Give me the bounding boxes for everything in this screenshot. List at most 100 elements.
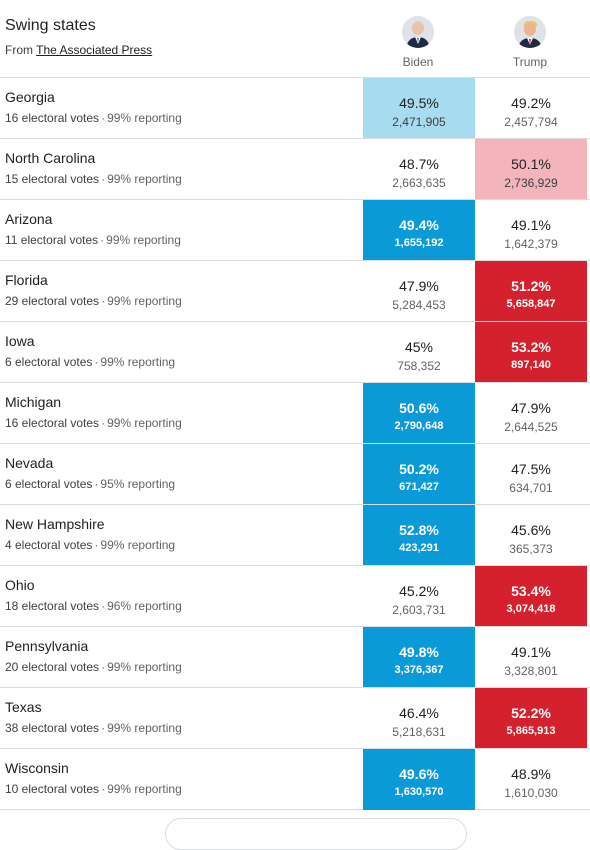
electoral-votes: 20 electoral votes <box>5 660 100 674</box>
biden-percent: 50.2% <box>399 461 439 477</box>
trump-result-cell: 53.4% 3,074,418 <box>475 566 587 627</box>
state-row[interactable]: North Carolina 15 electoral votes · 99% re… <box>0 138 590 200</box>
separator-dot: · <box>101 721 106 735</box>
candidate-biden: Biden <box>358 16 478 69</box>
trump-votes: 2,736,929 <box>504 176 558 190</box>
biden-percent: 52.8% <box>399 522 439 538</box>
reporting-status: 95% reporting <box>100 477 176 491</box>
separator-dot: · <box>101 660 106 674</box>
electoral-votes: 18 electoral votes <box>5 599 100 613</box>
state-row[interactable]: New Hampshire 4 electoral votes · 99% repo… <box>0 504 590 566</box>
biden-percent: 50.6% <box>399 400 439 416</box>
biden-result-cell: 45.2% 2,603,731 <box>363 566 475 627</box>
biden-result-cell: 50.2% 671,427 <box>363 444 475 505</box>
electoral-votes: 38 electoral votes <box>5 721 100 735</box>
state-name: Wisconsin <box>5 760 69 776</box>
state-meta: 6 electoral votes · 95% reporting <box>5 477 175 491</box>
state-meta: 16 electoral votes · 99% reporting <box>5 416 182 430</box>
biden-votes: 2,663,635 <box>392 176 446 190</box>
state-row[interactable]: Wisconsin 10 electoral votes · 99% reporti… <box>0 748 590 810</box>
biden-percent: 49.4% <box>399 217 439 233</box>
biden-result-cell: 50.6% 2,790,648 <box>363 383 475 444</box>
electoral-votes: 16 electoral votes <box>5 111 100 125</box>
biden-result-cell: 48.7% 2,663,635 <box>363 139 475 200</box>
state-name: Texas <box>5 699 42 715</box>
trump-result-cell: 52.2% 5,865,913 <box>475 688 587 749</box>
trump-votes: 3,074,418 <box>506 603 556 615</box>
reporting-status: 99% reporting <box>107 660 182 674</box>
trump-result-cell: 45.6% 365,373 <box>475 505 587 566</box>
more-results-button[interactable] <box>165 818 467 850</box>
biden-percent: 47.9% <box>399 278 439 294</box>
trump-percent: 51.2% <box>511 278 551 294</box>
state-meta: 18 electoral votes · 96% reporting <box>5 599 182 613</box>
biden-result-cell: 47.9% 5,284,453 <box>363 261 475 322</box>
separator-dot: · <box>101 294 106 308</box>
trump-votes: 897,140 <box>511 359 551 371</box>
candidate-trump: Trump <box>470 16 590 69</box>
electoral-votes: 16 electoral votes <box>5 416 100 430</box>
state-name: Nevada <box>5 455 54 471</box>
state-name: Georgia <box>5 89 55 105</box>
state-meta: 11 electoral votes · 99% reporting <box>5 233 181 247</box>
state-row[interactable]: Pennsylvania 20 electoral votes · 99% repo… <box>0 626 590 688</box>
state-row[interactable]: Arizona 11 electoral votes · 99% reporting… <box>0 199 590 261</box>
trump-result-cell: 48.9% 1,610,030 <box>475 749 587 810</box>
trump-percent: 47.9% <box>511 400 551 416</box>
reporting-status: 99% reporting <box>107 111 182 125</box>
state-row[interactable]: Texas 38 electoral votes · 99% reporting 4… <box>0 687 590 749</box>
biden-result-cell: 45% 758,352 <box>363 322 475 383</box>
biden-votes: 1,655,192 <box>394 237 444 249</box>
state-row[interactable]: Georgia 16 electoral votes · 99% reporting… <box>0 77 590 139</box>
trump-votes: 2,644,525 <box>504 420 558 434</box>
biden-label: Biden <box>402 55 434 69</box>
biden-percent: 48.7% <box>399 156 439 172</box>
state-meta: 4 electoral votes · 99% reporting <box>5 538 175 552</box>
reporting-status: 99% reporting <box>107 782 182 796</box>
state-row[interactable]: Nevada 6 electoral votes · 95% reporting 5… <box>0 443 590 505</box>
electoral-votes: 6 electoral votes <box>5 355 93 369</box>
trump-votes: 365,373 <box>509 542 553 556</box>
biden-percent: 49.8% <box>399 644 439 660</box>
state-name: Arizona <box>5 211 53 227</box>
state-name: New Hampshire <box>5 516 105 532</box>
trump-votes: 2,457,794 <box>504 115 558 129</box>
biden-votes: 2,603,731 <box>392 603 446 617</box>
biden-percent: 46.4% <box>399 705 439 721</box>
source-prefix: From <box>5 43 33 57</box>
state-row[interactable]: Ohio 18 electoral votes · 96% reporting 45… <box>0 565 590 627</box>
state-row[interactable]: Michigan 16 electoral votes · 99% reportin… <box>0 382 590 444</box>
state-meta: 10 electoral votes · 99% reporting <box>5 782 182 796</box>
state-results-list: Georgia 16 electoral votes · 99% reporting… <box>0 77 590 810</box>
trump-percent: 53.2% <box>511 339 551 355</box>
separator-dot: · <box>94 477 99 491</box>
trump-percent: 53.4% <box>511 583 551 599</box>
state-name: Florida <box>5 272 48 288</box>
separator-dot: · <box>94 355 99 369</box>
source-link[interactable]: The Associated Press <box>36 43 153 57</box>
state-meta: 29 electoral votes · 99% reporting <box>5 294 182 308</box>
trump-votes: 1,642,379 <box>504 237 558 251</box>
trump-label: Trump <box>512 55 548 69</box>
biden-result-cell: 49.4% 1,655,192 <box>363 200 475 261</box>
trump-percent: 49.2% <box>511 95 551 111</box>
biden-result-cell: 49.5% 2,471,905 <box>363 78 475 139</box>
reporting-status: 99% reporting <box>107 721 182 735</box>
biden-percent: 49.5% <box>399 95 439 111</box>
biden-result-cell: 52.8% 423,291 <box>363 505 475 566</box>
trump-votes: 5,658,847 <box>506 298 556 310</box>
state-row[interactable]: Florida 29 electoral votes · 99% reporting… <box>0 260 590 322</box>
trump-result-cell: 53.2% 897,140 <box>475 322 587 383</box>
electoral-votes: 29 electoral votes <box>5 294 100 308</box>
separator-dot: · <box>101 782 106 796</box>
biden-votes: 5,284,453 <box>392 298 446 312</box>
biden-votes: 5,218,631 <box>392 725 446 739</box>
electoral-votes: 4 electoral votes <box>5 538 93 552</box>
separator-dot: · <box>101 416 106 430</box>
trump-percent: 49.1% <box>511 644 551 660</box>
state-row[interactable]: Iowa 6 electoral votes · 99% reporting 45%… <box>0 321 590 383</box>
separator-dot: · <box>101 599 106 613</box>
biden-portrait-icon <box>402 16 434 48</box>
trump-percent: 47.5% <box>511 461 551 477</box>
biden-votes: 2,471,905 <box>392 115 446 129</box>
